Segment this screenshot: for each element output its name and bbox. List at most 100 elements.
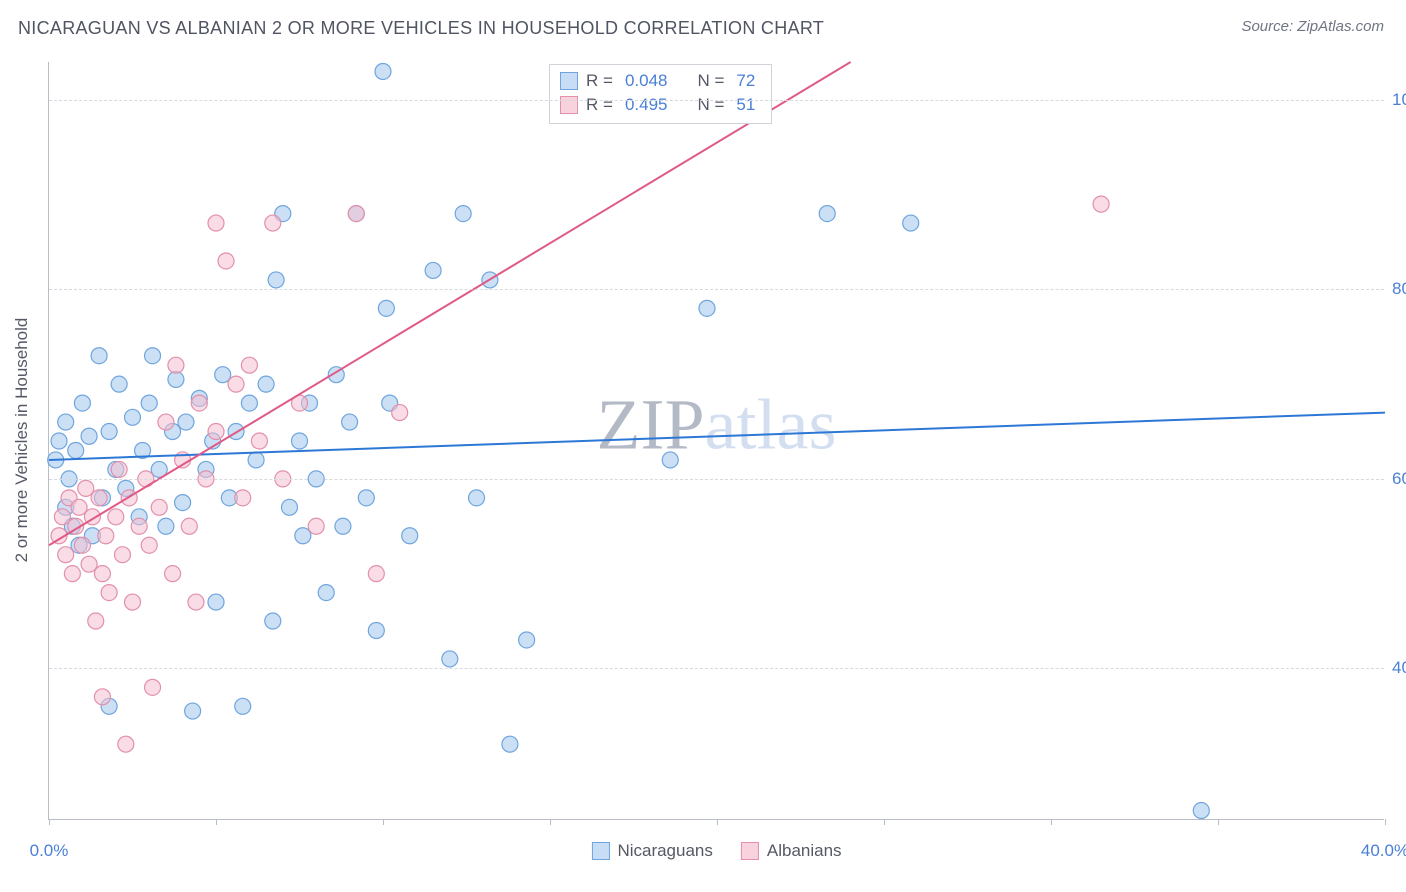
gridline [49,668,1384,669]
r-label: R = [586,95,613,115]
data-point [375,63,391,79]
albanians-swatch-icon [741,842,759,860]
x-tick [1385,819,1386,825]
data-point [181,518,197,534]
data-point [158,518,174,534]
x-tick [1051,819,1052,825]
data-point [168,357,184,373]
data-point [258,376,274,392]
legend-label: Albanians [767,841,842,861]
data-point [78,480,94,496]
data-point [151,499,167,515]
data-point [248,452,264,468]
data-point [101,424,117,440]
chart-title: NICARAGUAN VS ALBANIAN 2 OR MORE VEHICLE… [18,18,824,39]
albanians-swatch-icon [560,96,578,114]
data-point [51,433,67,449]
data-point [125,409,141,425]
data-point [111,461,127,477]
gridline [49,479,1384,480]
data-point [348,206,364,222]
data-point [318,585,334,601]
gridline [49,100,1384,101]
trend-line [49,62,851,545]
data-point [335,518,351,534]
r-label: R = [586,71,613,91]
data-point [74,537,90,553]
data-point [392,405,408,421]
legend-item-nicaraguans: Nicaraguans [591,841,712,861]
x-tick [717,819,718,825]
n-label: N = [697,95,724,115]
data-point [141,395,157,411]
data-point [91,490,107,506]
data-point [442,651,458,667]
data-point [175,495,191,511]
data-point [218,253,234,269]
data-point [251,433,267,449]
data-point [265,215,281,231]
data-point [68,442,84,458]
data-point [188,594,204,610]
data-point [158,414,174,430]
trend-line [49,413,1385,460]
legend-label: Nicaraguans [617,841,712,861]
y-tick-label: 100.0% [1392,90,1406,110]
y-tick-label: 60.0% [1392,469,1406,489]
data-point [699,300,715,316]
data-point [342,414,358,430]
x-tick [550,819,551,825]
data-point [145,679,161,695]
data-point [141,537,157,553]
data-point [94,689,110,705]
data-point [425,262,441,278]
data-point [108,509,124,525]
data-point [88,613,104,629]
data-point [308,518,324,534]
data-point [145,348,161,364]
data-point [281,499,297,515]
data-point [185,703,201,719]
source-attribution: Source: ZipAtlas.com [1241,18,1384,35]
plot-area: ZIPatlas R = 0.048 N = 72 R = 0.495 N = … [48,62,1384,820]
chart-svg [49,62,1384,819]
data-point [98,528,114,544]
data-point [228,376,244,392]
y-axis-label: 2 or more Vehicles in Household [12,318,32,563]
x-tick [1218,819,1219,825]
legend: Nicaraguans Albanians [591,841,841,861]
x-tick [216,819,217,825]
r-value: 0.048 [625,71,668,91]
nicaraguans-swatch-icon [560,72,578,90]
n-value: 51 [736,95,755,115]
data-point [368,623,384,639]
data-point [64,566,80,582]
data-point [268,272,284,288]
x-tick [383,819,384,825]
data-point [74,395,90,411]
x-tick [884,819,885,825]
data-point [208,215,224,231]
data-point [118,736,134,752]
data-point [215,367,231,383]
nicaraguans-swatch-icon [591,842,609,860]
data-point [292,433,308,449]
data-point [469,490,485,506]
data-point [235,490,251,506]
data-point [502,736,518,752]
data-point [178,414,194,430]
stats-panel: R = 0.048 N = 72 R = 0.495 N = 51 [549,64,772,124]
data-point [168,371,184,387]
data-point [368,566,384,582]
gridline [49,289,1384,290]
data-point [58,547,74,563]
r-value: 0.495 [625,95,668,115]
data-point [295,528,311,544]
data-point [94,566,110,582]
y-tick-label: 80.0% [1392,279,1406,299]
data-point [91,348,107,364]
data-point [1093,196,1109,212]
data-point [241,357,257,373]
data-point [208,424,224,440]
legend-item-albanians: Albanians [741,841,842,861]
